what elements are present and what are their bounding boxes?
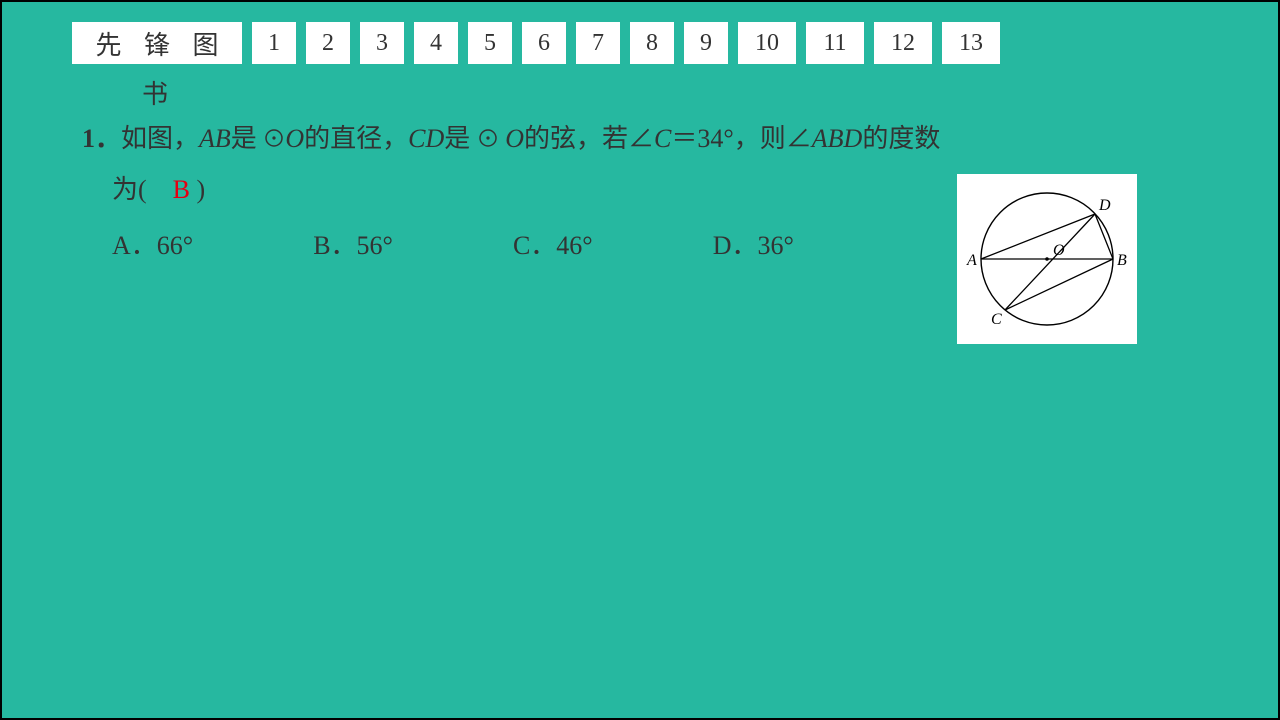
tab-4[interactable]: 4 <box>414 22 458 64</box>
q-text: 的弦，若∠ <box>524 124 654 153</box>
choice-d: D．36° <box>713 221 794 270</box>
tab-12[interactable]: 12 <box>874 22 932 64</box>
var-o: O <box>505 124 524 153</box>
q-text: 为( <box>112 175 173 204</box>
var-o: O <box>285 124 304 153</box>
tab-7[interactable]: 7 <box>576 22 620 64</box>
circle-o-icon <box>263 127 285 149</box>
q-text: 是 <box>231 124 264 153</box>
svg-text:O: O <box>1053 242 1065 259</box>
tab-10[interactable]: 10 <box>738 22 796 64</box>
tab-6[interactable]: 6 <box>522 22 566 64</box>
q-text: ) <box>190 175 205 204</box>
tab-9[interactable]: 9 <box>684 22 728 64</box>
q-text: 是 <box>444 124 477 153</box>
tab-1[interactable]: 1 <box>252 22 296 64</box>
svg-text:A: A <box>966 252 977 269</box>
section-title-sub: 书 <box>142 74 168 111</box>
tab-8[interactable]: 8 <box>630 22 674 64</box>
svg-text:B: B <box>1117 252 1127 269</box>
answer-letter: B <box>173 175 190 204</box>
var-ab: AB <box>199 124 231 153</box>
circle-o-icon <box>477 127 499 149</box>
svg-text:D: D <box>1098 197 1111 214</box>
tab-2[interactable]: 2 <box>306 22 350 64</box>
section-title: 先 锋 图 <box>72 22 242 64</box>
var-c: C <box>654 124 671 153</box>
q-text: 的直径， <box>304 124 408 153</box>
var-abd: ABD <box>812 124 863 153</box>
tab-11[interactable]: 11 <box>806 22 864 64</box>
choice-a: A．66° <box>112 221 193 270</box>
q-text: ＝34°，则∠ <box>671 124 811 153</box>
q-text: 如图， <box>121 124 199 153</box>
svg-text:C: C <box>991 311 1002 328</box>
question-line-1: 1．如图，AB是 O的直径，CD是 O的弦，若∠C＝34°，则∠ABD的度数 <box>82 114 1182 163</box>
choice-c: C．46° <box>513 221 593 270</box>
q-text: 的度数 <box>862 124 940 153</box>
question-number: 1． <box>82 124 121 153</box>
tab-13[interactable]: 13 <box>942 22 1000 64</box>
geometry-figure: A B C D O <box>957 174 1137 344</box>
choice-b: B．56° <box>313 221 393 270</box>
tab-3[interactable]: 3 <box>360 22 404 64</box>
var-cd: CD <box>408 124 444 153</box>
tab-strip: 12345678910111213 <box>252 22 1000 64</box>
tab-5[interactable]: 5 <box>468 22 512 64</box>
